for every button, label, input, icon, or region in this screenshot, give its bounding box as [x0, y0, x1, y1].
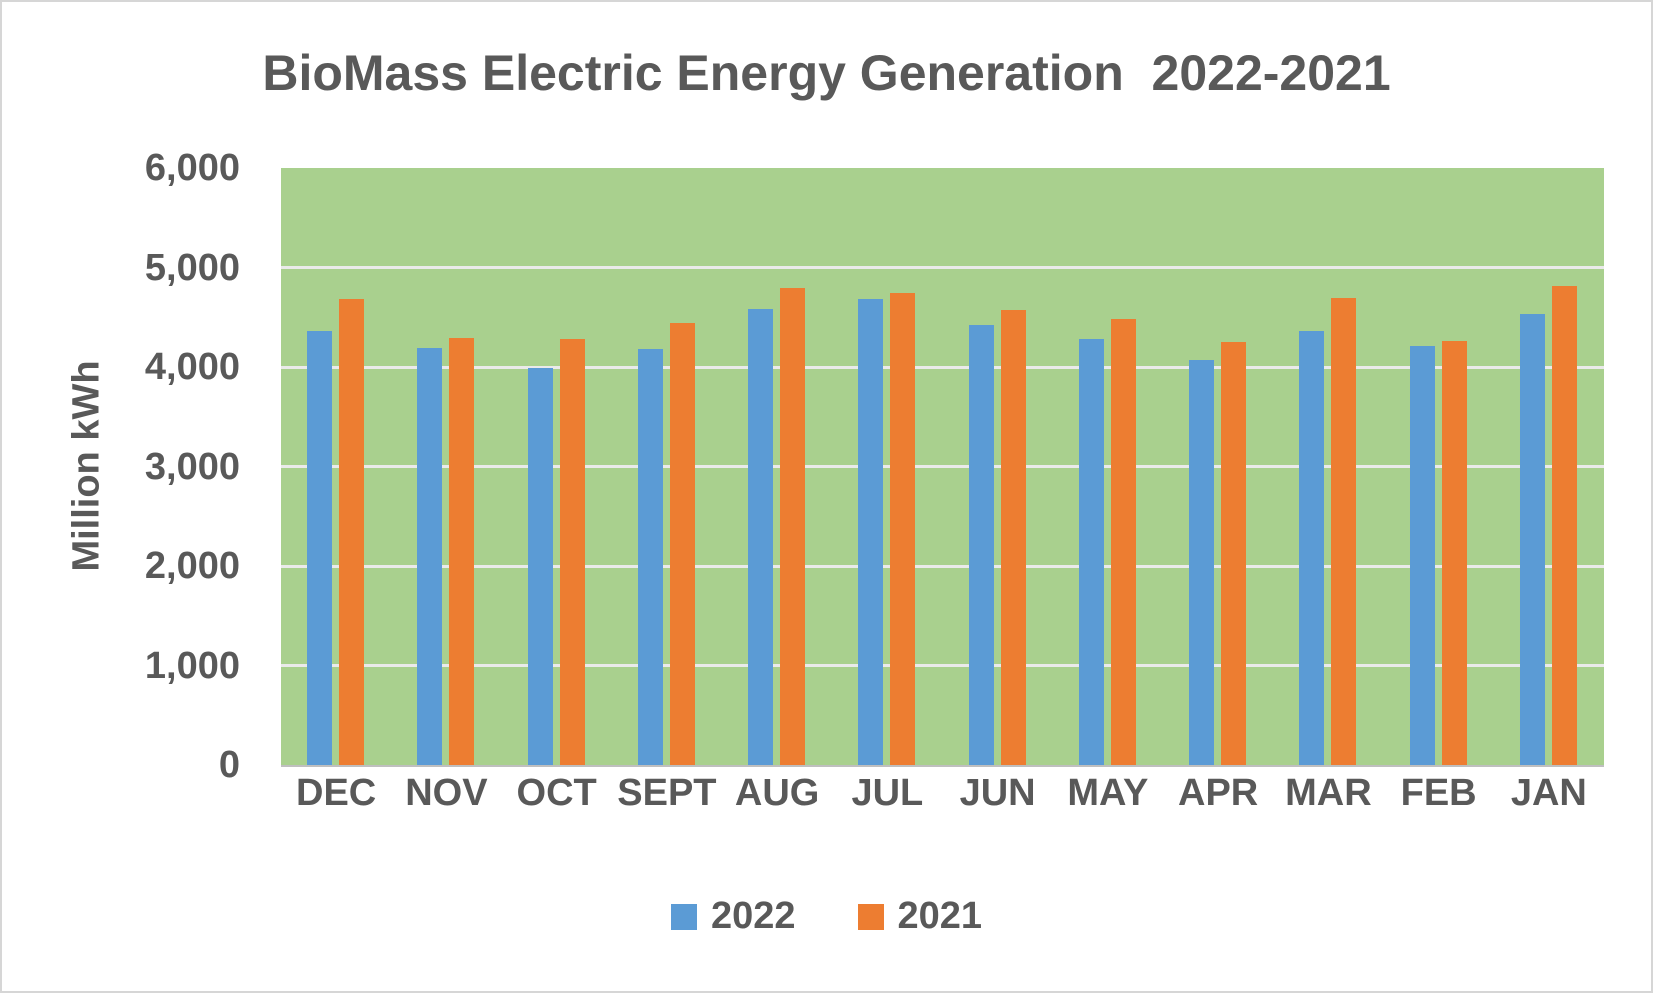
- bar-group-nov: [391, 168, 501, 765]
- x-tick-jun: JUN: [959, 772, 1036, 814]
- bar-2022-mar: [1299, 331, 1325, 765]
- bar-2021-nov: [449, 338, 475, 765]
- x-tick-sept: SEPT: [617, 772, 717, 814]
- plot-area: [281, 168, 1604, 765]
- bar-2021-dec: [339, 299, 364, 765]
- x-tick-aug: AUG: [734, 772, 820, 814]
- bar-2022-sept: [637, 349, 663, 765]
- bar-2022-jul: [858, 299, 884, 765]
- legend-item-2022: 2022: [670, 895, 796, 938]
- x-tick-feb: FEB: [1400, 772, 1477, 814]
- gridline-5000: [281, 266, 1604, 269]
- x-tick-apr: APR: [1178, 772, 1259, 814]
- x-tick-may: MAY: [1067, 772, 1149, 814]
- bar-2021-jul: [890, 293, 916, 765]
- x-tick-mar: MAR: [1285, 772, 1372, 814]
- bar-group-may: [1053, 168, 1163, 765]
- bar-group-sept: [612, 168, 722, 765]
- x-tick-nov: NOV: [405, 772, 488, 814]
- y-tick-0: 0: [218, 744, 240, 786]
- x-tick-dec: DEC: [296, 772, 377, 814]
- bar-2021-may: [1110, 319, 1136, 765]
- legend-label-2022: 2022: [710, 895, 796, 937]
- bar-2022-jan: [1519, 314, 1545, 765]
- legend-swatch-2022: [670, 903, 697, 930]
- gridline-3000: [281, 465, 1604, 468]
- y-tick-2000: 2,000: [144, 545, 240, 587]
- bar-2022-apr: [1189, 360, 1214, 765]
- bar-group-aug: [722, 168, 832, 765]
- bar-group-jan: [1494, 168, 1604, 765]
- y-tick-1000: 1,000: [144, 644, 240, 687]
- legend-item-2021: 2021: [857, 895, 983, 938]
- bar-2022-feb: [1409, 346, 1435, 765]
- y-tick-5000: 5,000: [144, 246, 240, 289]
- bar-2022-oct: [527, 368, 553, 765]
- legend: 2022 2021: [2, 895, 1651, 938]
- legend-swatch-2021: [857, 903, 884, 930]
- x-tick-jan: JAN: [1510, 772, 1587, 814]
- bar-2022-dec: [307, 331, 332, 765]
- chart-title: BioMass Electric Energy Generation 2022-…: [262, 45, 1391, 101]
- bar-2021-sept: [669, 323, 695, 765]
- y-tick-6000: 6,000: [144, 147, 240, 189]
- bar-group-jun: [943, 168, 1053, 765]
- y-tick-3000: 3,000: [144, 445, 240, 488]
- y-tick-4000: 4,000: [144, 346, 240, 388]
- x-tick-oct: OCT: [516, 772, 597, 814]
- bar-2021-jun: [1000, 310, 1026, 765]
- bar-2022-may: [1078, 339, 1104, 765]
- bar-2021-feb: [1441, 341, 1467, 765]
- bar-2022-nov: [417, 348, 443, 765]
- bar-group-jul: [832, 168, 942, 765]
- legend-label-2021: 2021: [897, 895, 983, 937]
- gridline-2000: [281, 564, 1604, 568]
- gridline-1000: [281, 664, 1604, 667]
- x-axis-line: [281, 765, 1604, 767]
- gridline-4000: [281, 365, 1604, 369]
- bar-2021-aug: [780, 288, 805, 765]
- bar-2022-aug: [748, 309, 773, 765]
- bar-2021-oct: [559, 339, 585, 765]
- bar-group-apr: [1163, 168, 1273, 765]
- bar-2022-jun: [968, 325, 994, 765]
- bar-2021-apr: [1221, 342, 1246, 765]
- bar-2021-jan: [1551, 286, 1577, 765]
- bar-group-mar: [1273, 168, 1383, 765]
- x-tick-jul: JUL: [851, 772, 924, 814]
- bar-group-oct: [502, 168, 612, 765]
- bar-group-dec: [281, 168, 391, 765]
- bar-group-feb: [1384, 168, 1494, 765]
- bar-2021-mar: [1331, 298, 1357, 765]
